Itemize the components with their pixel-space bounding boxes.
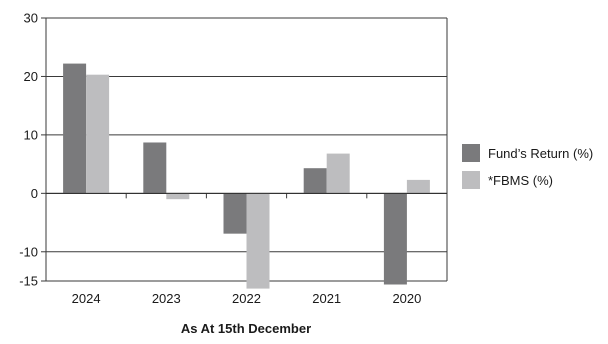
x-tick-labels: 2024 2023 2022 2021 2020 [72, 291, 422, 306]
x-tick-label: 2021 [312, 291, 341, 306]
x-tick-label: 2024 [72, 291, 101, 306]
bars [63, 63, 430, 289]
y-tick-label: 30 [24, 11, 38, 26]
x-tick-label: 2022 [232, 291, 261, 306]
y-tick-label: -10 [19, 244, 38, 259]
bar-2020-series-0 [383, 193, 407, 285]
y-tick-label: 20 [24, 69, 38, 84]
bar-2024-series-0 [63, 63, 87, 194]
legend-swatch-1 [462, 171, 480, 189]
bar-2020-series-1 [406, 179, 430, 194]
y-tick-labels: 30 20 10 0 -10 -15 [19, 11, 38, 289]
bar-2021-series-0 [303, 168, 327, 194]
x-axis-title: As At 15th December [181, 321, 311, 336]
bar-2021-series-1 [326, 153, 350, 194]
y-tick-label: 10 [24, 127, 38, 142]
legend-swatch-0 [462, 144, 480, 162]
x-tick-label: 2020 [392, 291, 421, 306]
bar-2023-series-0 [143, 142, 167, 194]
y-tick-label: 0 [31, 186, 38, 201]
bar-2022-series-0 [223, 193, 247, 234]
y-tick-label: -15 [19, 274, 38, 289]
axes [41, 17, 448, 282]
x-tick-label: 2023 [152, 291, 181, 306]
legend-label-0: Fund’s Return (%) [488, 146, 593, 161]
legend-label-1: *FBMS (%) [488, 173, 553, 188]
bar-2022-series-1 [246, 193, 270, 289]
legend: Fund’s Return (%) *FBMS (%) [462, 144, 593, 189]
bar-2023-series-1 [166, 193, 190, 200]
bar-2024-series-1 [86, 74, 110, 194]
